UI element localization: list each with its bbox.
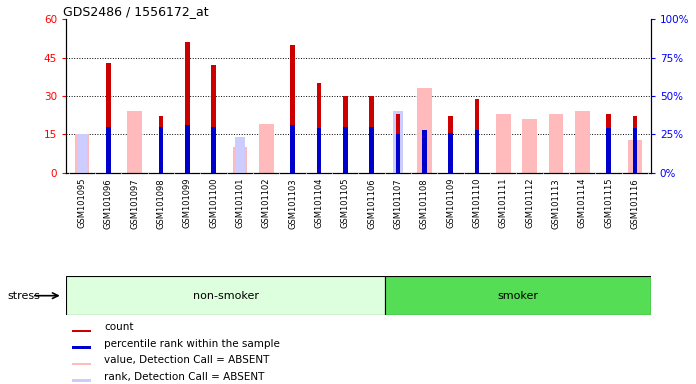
Bar — [211, 127, 216, 173]
Bar — [185, 125, 189, 173]
Bar — [235, 137, 244, 173]
Bar — [448, 116, 453, 173]
Bar — [159, 116, 164, 173]
Bar — [72, 379, 91, 382]
Bar — [72, 330, 91, 332]
Bar — [343, 127, 347, 173]
Bar — [343, 96, 347, 173]
Text: GSM101098: GSM101098 — [157, 178, 166, 228]
Bar — [290, 125, 295, 173]
Bar — [417, 88, 432, 173]
Bar — [393, 111, 402, 173]
Bar — [290, 45, 295, 173]
Bar — [628, 139, 642, 173]
Bar — [66, 276, 385, 315]
Text: GDS2486 / 1556172_at: GDS2486 / 1556172_at — [63, 5, 209, 18]
Text: GSM101106: GSM101106 — [367, 178, 376, 228]
Text: GSM101109: GSM101109 — [446, 178, 455, 228]
Bar — [606, 114, 611, 173]
Text: GSM101099: GSM101099 — [183, 178, 192, 228]
Bar — [317, 83, 322, 173]
Bar — [159, 127, 164, 173]
Bar — [422, 130, 427, 173]
Text: GSM101115: GSM101115 — [604, 178, 613, 228]
Text: GSM101108: GSM101108 — [420, 178, 429, 228]
Text: GSM101104: GSM101104 — [315, 178, 324, 228]
Bar — [106, 127, 111, 173]
Text: GSM101112: GSM101112 — [525, 178, 534, 228]
Text: count: count — [104, 322, 134, 332]
Text: rank, Detection Call = ABSENT: rank, Detection Call = ABSENT — [104, 372, 264, 382]
Text: GSM101100: GSM101100 — [209, 178, 218, 228]
Text: smoker: smoker — [498, 291, 539, 301]
Bar — [475, 99, 480, 173]
Text: stress: stress — [7, 291, 40, 301]
Bar — [575, 111, 590, 173]
Bar — [317, 128, 322, 173]
Bar — [72, 363, 91, 365]
Bar — [72, 346, 91, 349]
Text: GSM101113: GSM101113 — [551, 178, 560, 228]
Text: GSM101102: GSM101102 — [262, 178, 271, 228]
Text: non-smoker: non-smoker — [193, 291, 259, 301]
Bar — [448, 133, 453, 173]
Text: GSM101105: GSM101105 — [341, 178, 350, 228]
Bar — [370, 127, 374, 173]
Bar — [633, 128, 638, 173]
Bar — [185, 42, 189, 173]
Bar — [211, 65, 216, 173]
Bar — [385, 276, 651, 315]
Bar — [370, 96, 374, 173]
Text: GSM101107: GSM101107 — [393, 178, 402, 228]
Text: value, Detection Call = ABSENT: value, Detection Call = ABSENT — [104, 356, 269, 366]
Text: GSM101110: GSM101110 — [473, 178, 482, 228]
Text: GSM101097: GSM101097 — [130, 178, 139, 228]
Text: GSM101096: GSM101096 — [104, 178, 113, 228]
Text: GSM101114: GSM101114 — [578, 178, 587, 228]
Bar — [548, 114, 563, 173]
Bar — [633, 116, 638, 173]
Text: GSM101095: GSM101095 — [77, 178, 86, 228]
Bar — [606, 128, 611, 173]
Bar — [395, 134, 400, 173]
Bar — [395, 114, 400, 173]
Text: GSM101111: GSM101111 — [499, 178, 508, 228]
Text: GSM101101: GSM101101 — [235, 178, 244, 228]
Bar — [259, 124, 274, 173]
Bar — [74, 134, 89, 173]
Bar — [523, 119, 537, 173]
Bar — [106, 63, 111, 173]
Bar — [475, 130, 480, 173]
Text: GSM101116: GSM101116 — [631, 178, 640, 228]
Bar — [127, 111, 142, 173]
Text: GSM101103: GSM101103 — [288, 178, 297, 228]
Bar — [232, 147, 247, 173]
Bar — [77, 134, 86, 173]
Text: percentile rank within the sample: percentile rank within the sample — [104, 339, 280, 349]
Bar — [496, 114, 511, 173]
